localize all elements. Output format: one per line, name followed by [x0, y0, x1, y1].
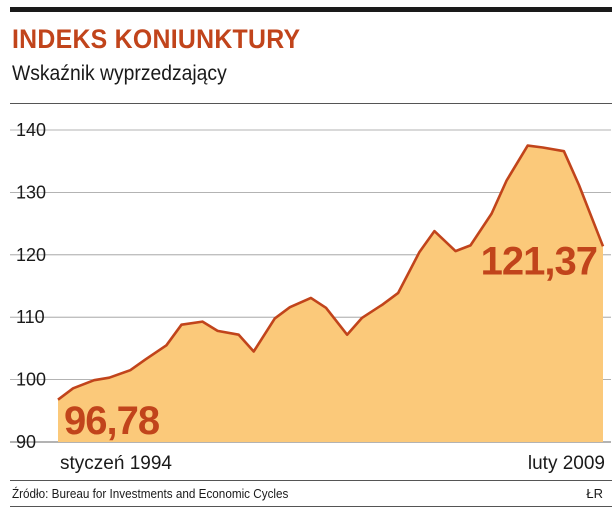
start-value-label: 96,78 — [64, 399, 160, 443]
source-note: Źródło: Bureau for Investments and Econo… — [12, 486, 289, 501]
chart-title: INDEKS KONIUNKTURY — [12, 24, 301, 54]
y-tick-label: 110 — [16, 307, 45, 327]
y-axis-ticks: 90 100 110 120 130 140 — [16, 120, 46, 449]
author-credit: ŁR — [586, 486, 603, 501]
y-tick-label: 120 — [16, 245, 46, 265]
y-tick-label: 100 — [16, 370, 46, 390]
x-tick-label-start: styczeń 1994 — [60, 453, 172, 474]
end-value-label: 121,37 — [481, 239, 597, 283]
area-fill — [58, 145, 603, 442]
header-divider — [10, 103, 612, 104]
top-rule — [10, 7, 612, 12]
chart-subtitle: Wskaźnik wyprzedzający — [12, 62, 227, 85]
footer-divider — [10, 480, 612, 481]
bottom-rule — [10, 506, 612, 507]
area-chart: 90 100 110 120 130 140 96,78 121,37 — [10, 120, 611, 449]
y-tick-label: 90 — [16, 432, 36, 449]
series-line — [57, 144, 605, 401]
y-tick-label: 140 — [16, 120, 46, 140]
x-tick-label-end: luty 2009 — [527, 453, 605, 474]
y-tick-label: 130 — [16, 182, 46, 202]
